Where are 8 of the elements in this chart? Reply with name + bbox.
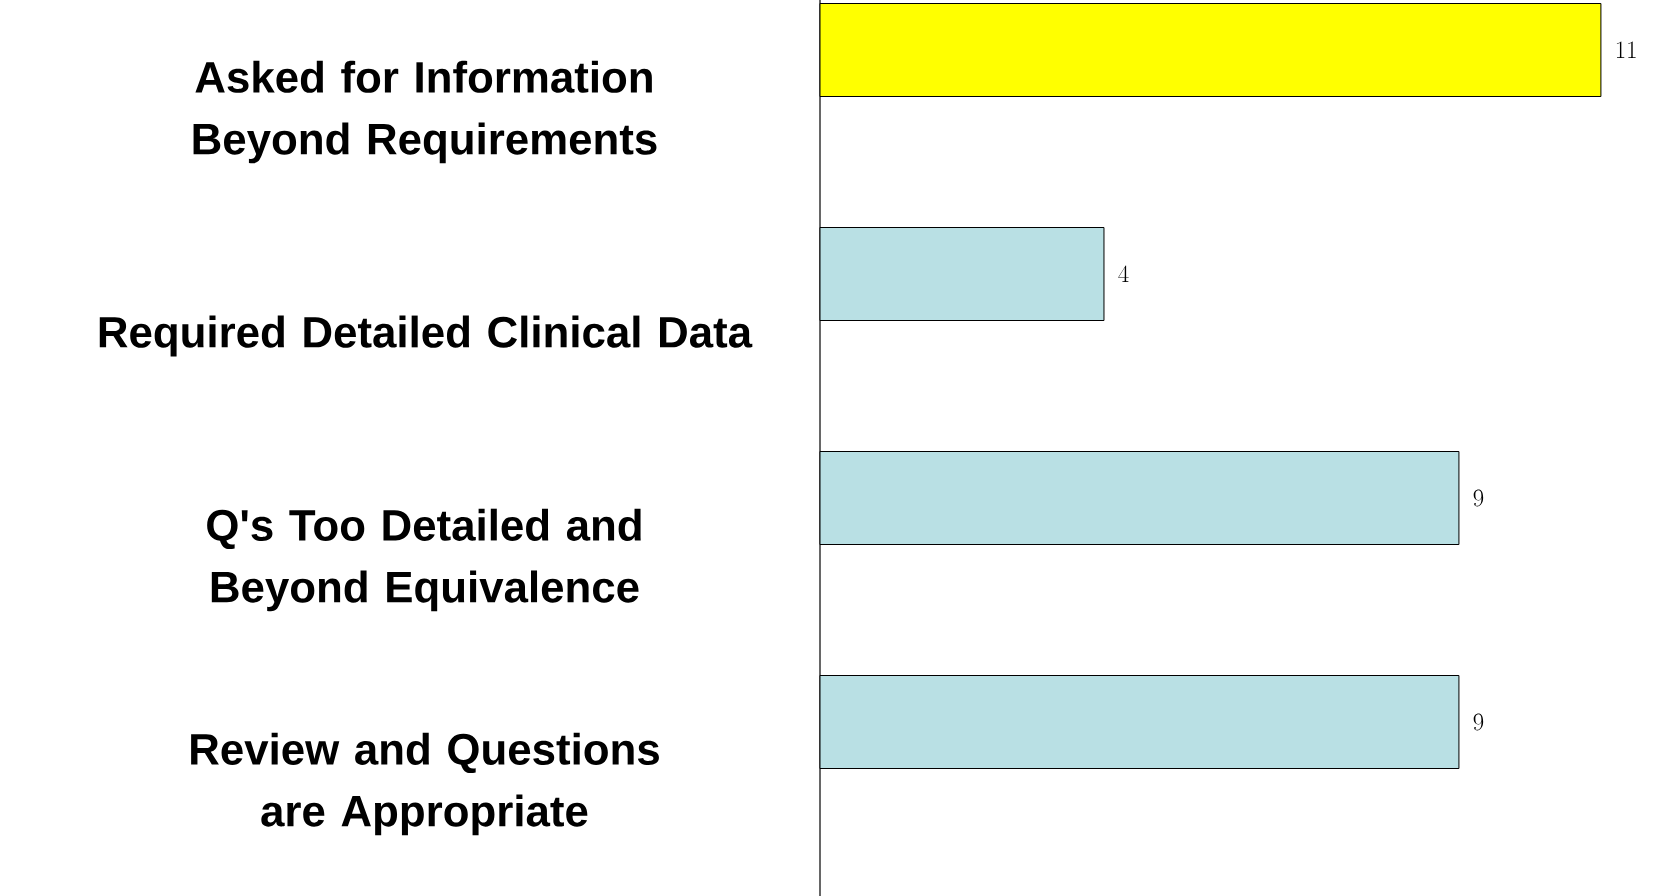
y-tick-label: Q's Too Detailed and Beyond Equivalence [207, 508, 641, 612]
y-tick-label: Asked for Information Beyond Requirements [193, 60, 657, 164]
data-label: 11 [1616, 41, 1636, 58]
y-tick-label: Review and Questions are Appropriate [191, 732, 659, 836]
data-label: 4 [1118, 265, 1129, 282]
data-label: 9 [1473, 489, 1484, 507]
y-tick-label: Required Detailed Clinical Data [99, 315, 753, 357]
data-label: 9 [1473, 713, 1484, 731]
